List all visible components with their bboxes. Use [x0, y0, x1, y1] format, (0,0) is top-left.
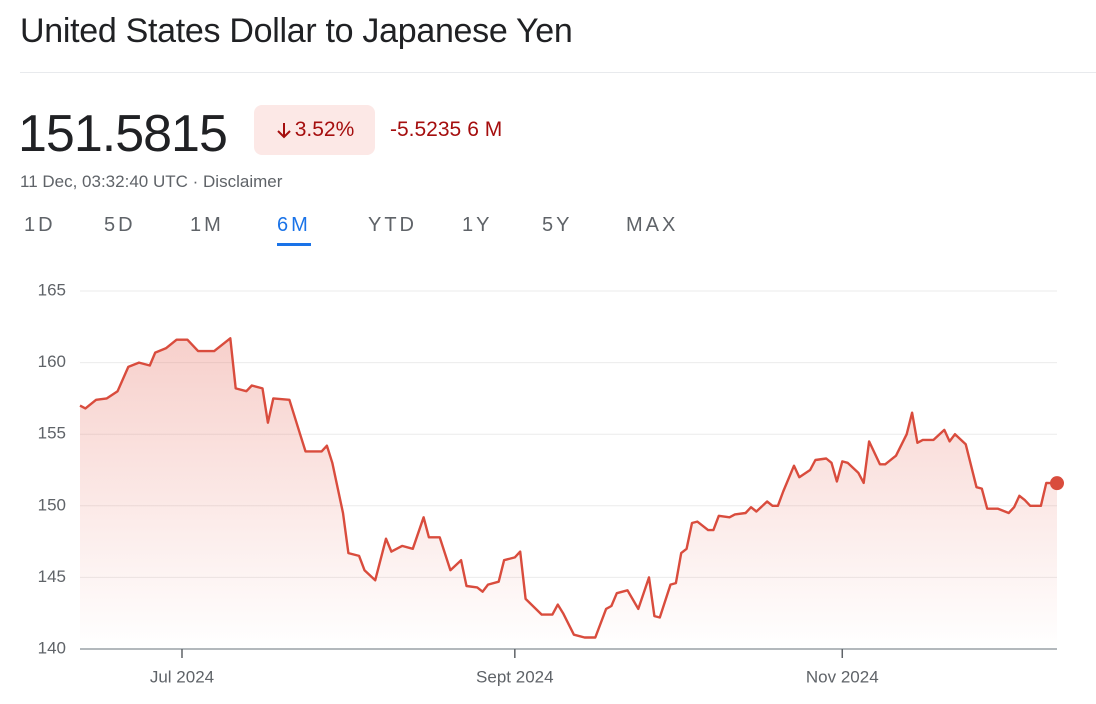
x-tick-label: Nov 2024 — [806, 667, 879, 686]
range-tab[interactable]: MAX — [626, 214, 679, 236]
change-value: -5.5235 — [390, 118, 462, 141]
x-tick-label: Jul 2024 — [150, 667, 214, 686]
x-tick-label: Sept 2024 — [476, 667, 554, 686]
change: -5.5235 6 M — [390, 118, 508, 142]
separator: · — [192, 172, 199, 191]
range-tab[interactable]: 5D — [104, 214, 136, 236]
y-tick-label: 160 — [38, 352, 66, 371]
timestamp-row: 11 Dec, 03:32:40 UTC · Disclaimer — [20, 172, 282, 192]
range-tab[interactable]: 5Y — [542, 214, 573, 236]
down-arrow-icon — [277, 123, 291, 139]
range-tab[interactable]: 1D — [24, 214, 56, 236]
change-period: 6 M — [467, 118, 503, 141]
y-tick-label: 145 — [38, 567, 66, 586]
y-tick-label: 165 — [38, 280, 66, 299]
change-badge: 3.52% — [254, 105, 375, 155]
disclaimer-link[interactable]: Disclaimer — [203, 172, 283, 191]
range-tab[interactable]: 1Y — [462, 214, 493, 236]
page-title: United States Dollar to Japanese Yen — [20, 12, 573, 50]
y-tick-label: 150 — [38, 495, 66, 514]
range-tab[interactable]: 6M — [277, 214, 311, 246]
price-line — [79, 337, 1058, 639]
divider — [20, 72, 1096, 73]
y-tick-label: 140 — [38, 638, 66, 657]
last-point — [1050, 476, 1064, 491]
range-tab[interactable]: 1M — [190, 214, 224, 236]
y-tick-label: 155 — [38, 424, 66, 443]
area-fill — [80, 338, 1057, 649]
timestamp: 11 Dec, 03:32:40 UTC — [20, 172, 188, 191]
change-percent: 3.52% — [294, 118, 355, 141]
range-tab[interactable]: YTD — [368, 214, 417, 236]
price: 151.5815 — [18, 105, 228, 163]
